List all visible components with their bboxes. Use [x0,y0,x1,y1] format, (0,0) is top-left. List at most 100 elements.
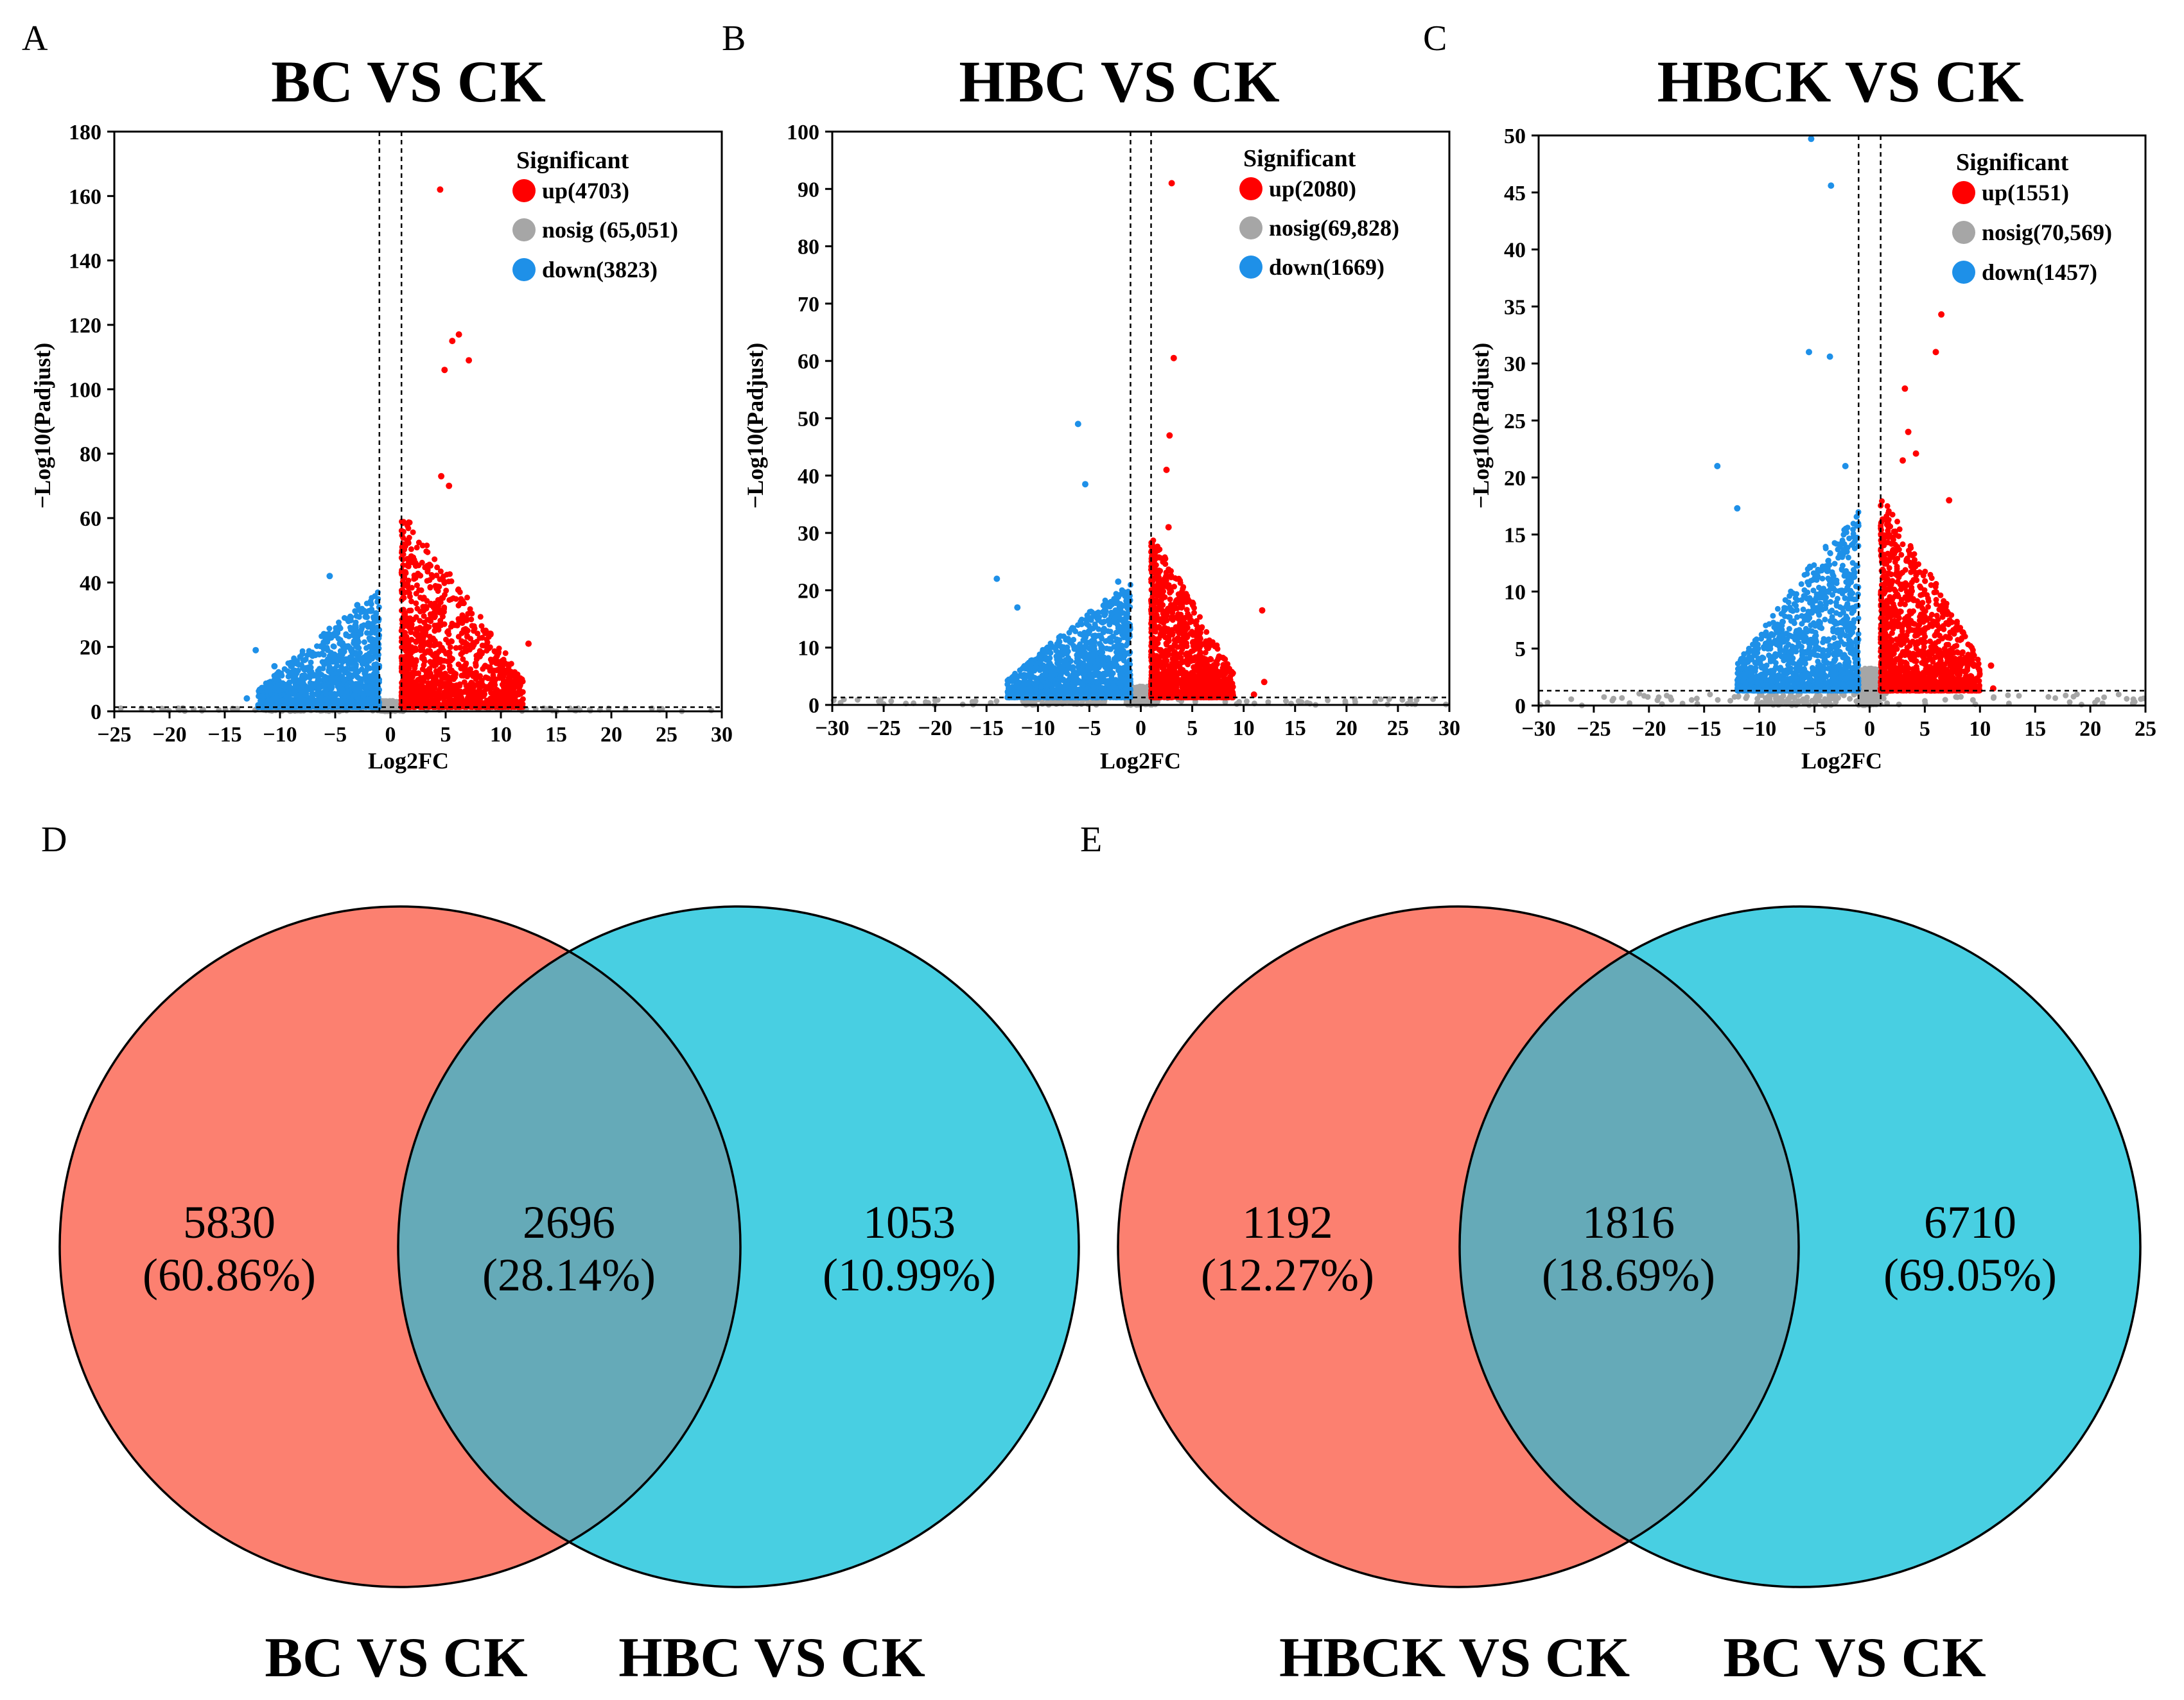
up-point [434,651,440,657]
down-point [330,700,336,707]
up-point [414,628,420,634]
up-point [477,673,484,679]
up-point [460,614,466,620]
up-point [399,567,405,573]
up-point [435,692,441,698]
nosig-point [387,699,394,706]
up-point [412,560,419,566]
up-point [442,700,448,706]
nosig-point [541,705,547,711]
y-tick-label: 0 [91,700,101,724]
down-point [344,658,350,664]
up-point [406,593,413,600]
down-point [344,682,350,689]
up-point [480,627,487,634]
up-point [464,617,469,623]
up-point [401,594,407,601]
nosig-point [1295,698,1302,704]
up-point [494,658,501,664]
up-point [437,599,444,605]
y-tick-label: 160 [69,185,101,209]
up-point [1185,653,1191,659]
up-point [426,634,433,639]
up-point [504,667,511,673]
up-point [447,666,453,673]
up-point [459,638,465,645]
nosig-point [1133,684,1140,691]
down-point [320,652,327,658]
down-point [337,648,344,654]
up-point [507,675,513,682]
up-point [420,603,426,610]
down-point [348,614,354,620]
up-point [484,686,490,692]
up-point [495,694,502,700]
up-point [413,658,419,664]
down-point [367,608,374,614]
x-tick-label: −20 [152,723,186,747]
up-point [459,664,466,670]
up-point [464,634,470,640]
up-point [453,596,459,602]
up-point [489,659,495,665]
up-point [471,628,477,634]
down-point [317,666,323,672]
nosig-point [118,705,124,711]
up-point [405,677,411,683]
down-point [336,640,343,646]
up-point [441,604,448,611]
down-point [353,619,359,625]
down-point [355,668,362,675]
up-point [1172,649,1178,655]
down-point [343,631,349,638]
y-tick-label: 120 [69,314,101,338]
up-point [468,616,475,623]
up-point [433,672,440,678]
legend-title: Significant [516,147,629,174]
up-point [464,641,470,647]
volcano-panel-a: A BC VS CK −25 −20 −15 −10 −5 0 5 10 15 20 25 30020… [22,19,733,774]
up-point [424,625,430,632]
up-point [518,679,524,686]
down-point [338,686,344,692]
down-point [331,643,337,650]
up-point [408,655,414,661]
up-point [1161,555,1167,561]
up-point [427,611,433,618]
up-point [462,626,469,632]
up-point [430,679,436,685]
down-point [353,613,360,620]
up-point [429,574,435,580]
down-point [375,684,381,691]
up-point [492,648,498,655]
down-point [370,654,376,661]
up-point [440,657,446,664]
down-point [306,648,312,654]
x-tick-label: −15 [207,723,241,747]
x-tick-label: −25 [97,723,131,747]
up-point [467,670,473,676]
up-point [502,650,509,656]
up-point [454,686,460,693]
up-point [464,594,470,601]
down-point [279,697,286,704]
up-point [426,639,433,646]
y-axis-label: −Log10(Padjust) [30,343,55,509]
up-point [408,546,414,552]
up-point [494,687,500,693]
down-point [301,657,308,663]
down-point [306,686,312,693]
down-point [301,672,308,678]
legend-nosig-label: nosig (65,051) [542,217,678,243]
down-point [308,695,315,702]
down-point [352,692,358,698]
down-point [371,672,377,679]
down-outlier-point [252,646,259,654]
up-point [476,635,483,641]
x-tick-label: 25 [656,723,677,747]
up-point [435,609,441,615]
up-point [403,616,409,622]
up-point [432,614,438,621]
up-point [418,639,424,645]
down-point [323,691,329,697]
